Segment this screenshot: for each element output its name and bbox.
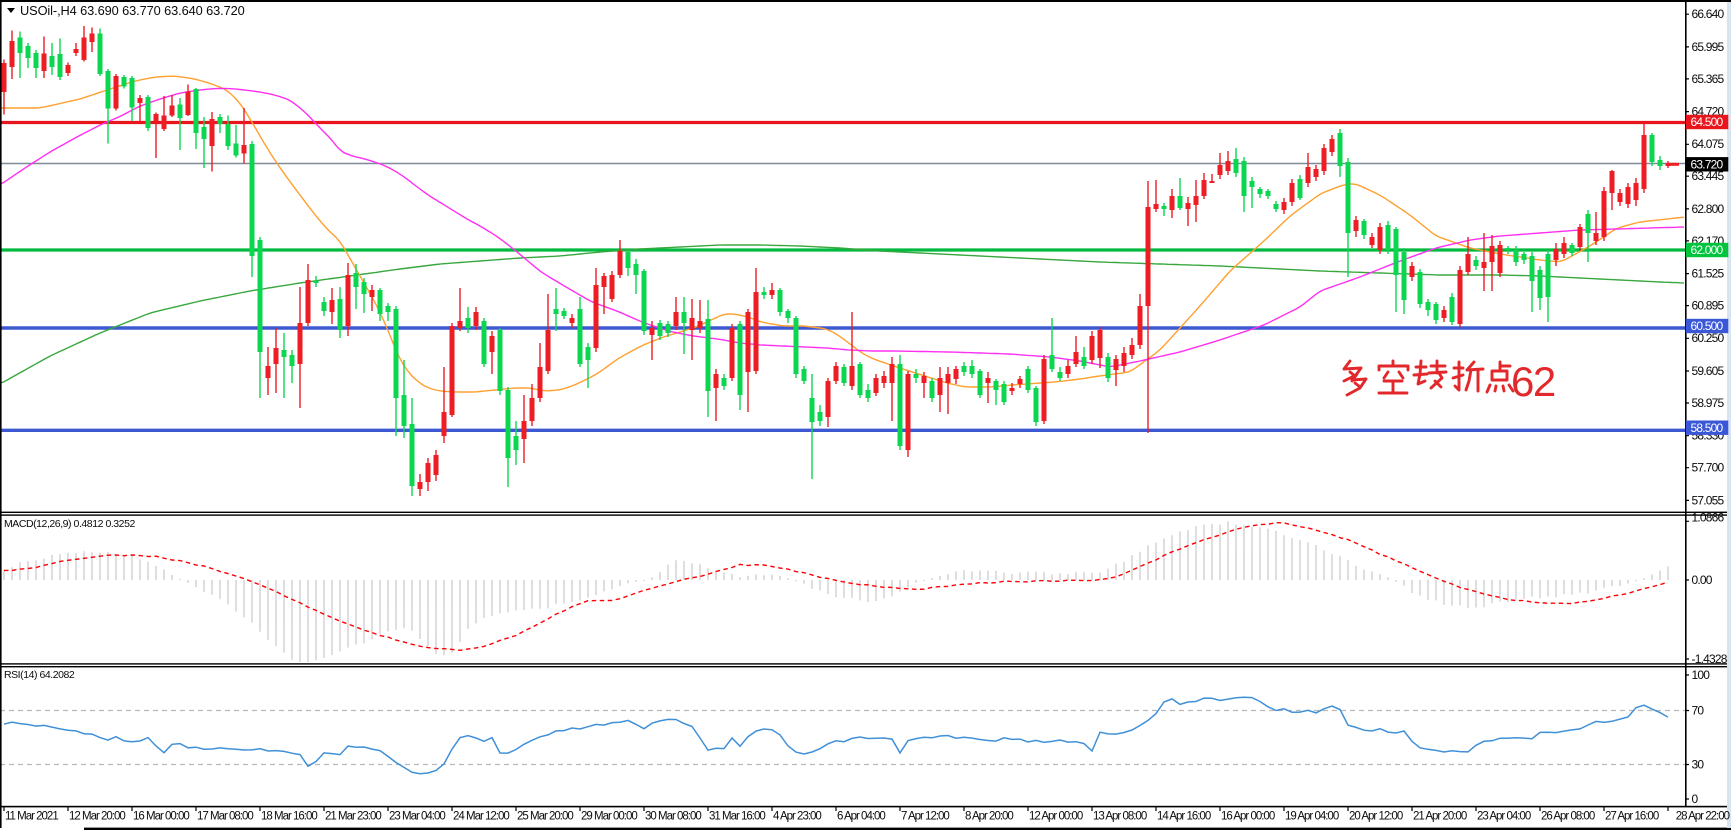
svg-text:62.800: 62.800 bbox=[1692, 202, 1725, 216]
svg-text:USOil-,H4 63.690 63.770 63.64: USOil-,H4 63.690 63.770 63.640 63.720 bbox=[20, 3, 245, 18]
svg-text:30: 30 bbox=[1692, 758, 1705, 772]
svg-text:63.720: 63.720 bbox=[1691, 157, 1724, 171]
svg-text:16 Apr 00:00: 16 Apr 00:00 bbox=[1221, 811, 1275, 823]
svg-text:21 Mar 23:00: 21 Mar 23:00 bbox=[325, 811, 381, 823]
svg-text:26 Apr 08:00: 26 Apr 08:00 bbox=[1541, 811, 1595, 823]
svg-text:30 Mar 08:00: 30 Mar 08:00 bbox=[645, 811, 701, 823]
svg-text:18 Mar 16:00: 18 Mar 16:00 bbox=[261, 811, 317, 823]
svg-text:57.055: 57.055 bbox=[1692, 493, 1725, 507]
svg-text:25 Mar 20:00: 25 Mar 20:00 bbox=[517, 811, 573, 823]
svg-text:60.500: 60.500 bbox=[1691, 319, 1724, 333]
svg-text:7 Apr 12:00: 7 Apr 12:00 bbox=[901, 811, 949, 823]
svg-text:16 Mar 00:00: 16 Mar 00:00 bbox=[133, 811, 189, 823]
svg-text:57.700: 57.700 bbox=[1692, 461, 1725, 475]
svg-text:31 Mar 16:00: 31 Mar 16:00 bbox=[709, 811, 765, 823]
svg-text:12 Apr 00:00: 12 Apr 00:00 bbox=[1029, 811, 1083, 823]
svg-text:58.975: 58.975 bbox=[1692, 396, 1725, 410]
svg-text:23 Apr 04:00: 23 Apr 04:00 bbox=[1477, 811, 1531, 823]
svg-text:60.250: 60.250 bbox=[1692, 331, 1725, 345]
svg-text:64.075: 64.075 bbox=[1692, 137, 1725, 151]
svg-text:21 Apr 20:00: 21 Apr 20:00 bbox=[1413, 811, 1467, 823]
svg-text:65.365: 65.365 bbox=[1692, 72, 1725, 86]
svg-text:100: 100 bbox=[1692, 668, 1711, 682]
svg-text:11 Mar 2021: 11 Mar 2021 bbox=[5, 811, 58, 823]
svg-text:63.445: 63.445 bbox=[1692, 169, 1725, 183]
svg-text:20 Apr 12:00: 20 Apr 12:00 bbox=[1349, 811, 1403, 823]
svg-text:70: 70 bbox=[1692, 704, 1705, 718]
svg-text:17 Mar 08:00: 17 Mar 08:00 bbox=[197, 811, 253, 823]
svg-text:62: 62 bbox=[1511, 358, 1555, 405]
svg-text:23 Mar 04:00: 23 Mar 04:00 bbox=[389, 811, 445, 823]
svg-text:0.00: 0.00 bbox=[1692, 573, 1713, 587]
svg-text:66.640: 66.640 bbox=[1692, 7, 1725, 21]
svg-text:8 Apr 20:00: 8 Apr 20:00 bbox=[965, 811, 1013, 823]
svg-text:14 Apr 16:00: 14 Apr 16:00 bbox=[1157, 811, 1211, 823]
svg-text:-1.4328: -1.4328 bbox=[1692, 652, 1728, 666]
svg-text:60.895: 60.895 bbox=[1692, 299, 1725, 313]
svg-text:12 Mar 20:00: 12 Mar 20:00 bbox=[69, 811, 125, 823]
svg-text:59.605: 59.605 bbox=[1692, 364, 1725, 378]
svg-text:1.0866: 1.0866 bbox=[1692, 511, 1725, 525]
svg-text:65.995: 65.995 bbox=[1692, 40, 1725, 54]
svg-text:58.500: 58.500 bbox=[1691, 421, 1724, 435]
svg-text:28 Apr 22:00: 28 Apr 22:00 bbox=[1676, 811, 1730, 823]
svg-text:61.525: 61.525 bbox=[1692, 267, 1725, 281]
svg-text:RSI(14) 64.2082: RSI(14) 64.2082 bbox=[4, 669, 75, 681]
svg-text:13 Apr 08:00: 13 Apr 08:00 bbox=[1093, 811, 1147, 823]
svg-text:62.000: 62.000 bbox=[1691, 243, 1724, 257]
svg-text:6 Apr 04:00: 6 Apr 04:00 bbox=[837, 811, 885, 823]
svg-text:4 Apr 23:00: 4 Apr 23:00 bbox=[773, 811, 821, 823]
svg-text:64.500: 64.500 bbox=[1691, 115, 1724, 129]
svg-text:29 Mar 00:00: 29 Mar 00:00 bbox=[581, 811, 637, 823]
svg-text:19 Apr 04:00: 19 Apr 04:00 bbox=[1285, 811, 1339, 823]
svg-text:27 Apr 16:00: 27 Apr 16:00 bbox=[1605, 811, 1659, 823]
svg-text:24 Mar 12:00: 24 Mar 12:00 bbox=[453, 811, 509, 823]
svg-text:0: 0 bbox=[1692, 792, 1699, 806]
svg-text:MACD(12,26,9) 0.4812 0.3252: MACD(12,26,9) 0.4812 0.3252 bbox=[4, 518, 135, 530]
